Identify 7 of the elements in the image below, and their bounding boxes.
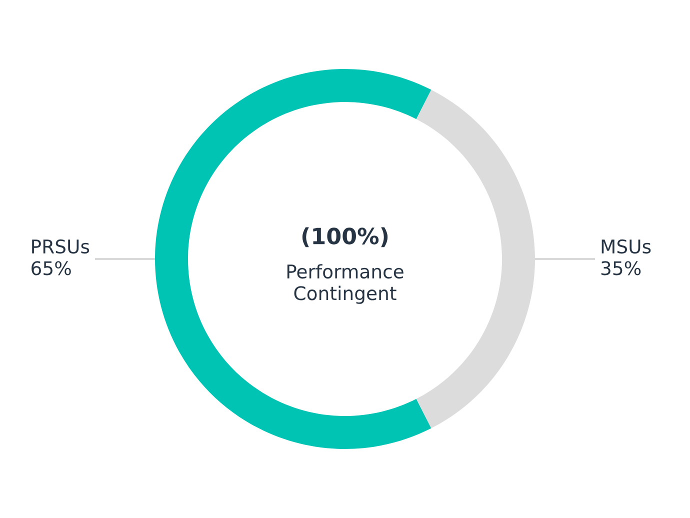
text: Performance Contingent	[287, 264, 404, 304]
data-label: 35%	[601, 261, 641, 276]
text: (100%)	[302, 227, 388, 248]
data-label: 65%	[32, 261, 71, 276]
slice-label: PRSUs	[32, 239, 90, 254]
donut-slice	[155, 69, 432, 449]
slice-label: MSUs	[602, 239, 651, 254]
